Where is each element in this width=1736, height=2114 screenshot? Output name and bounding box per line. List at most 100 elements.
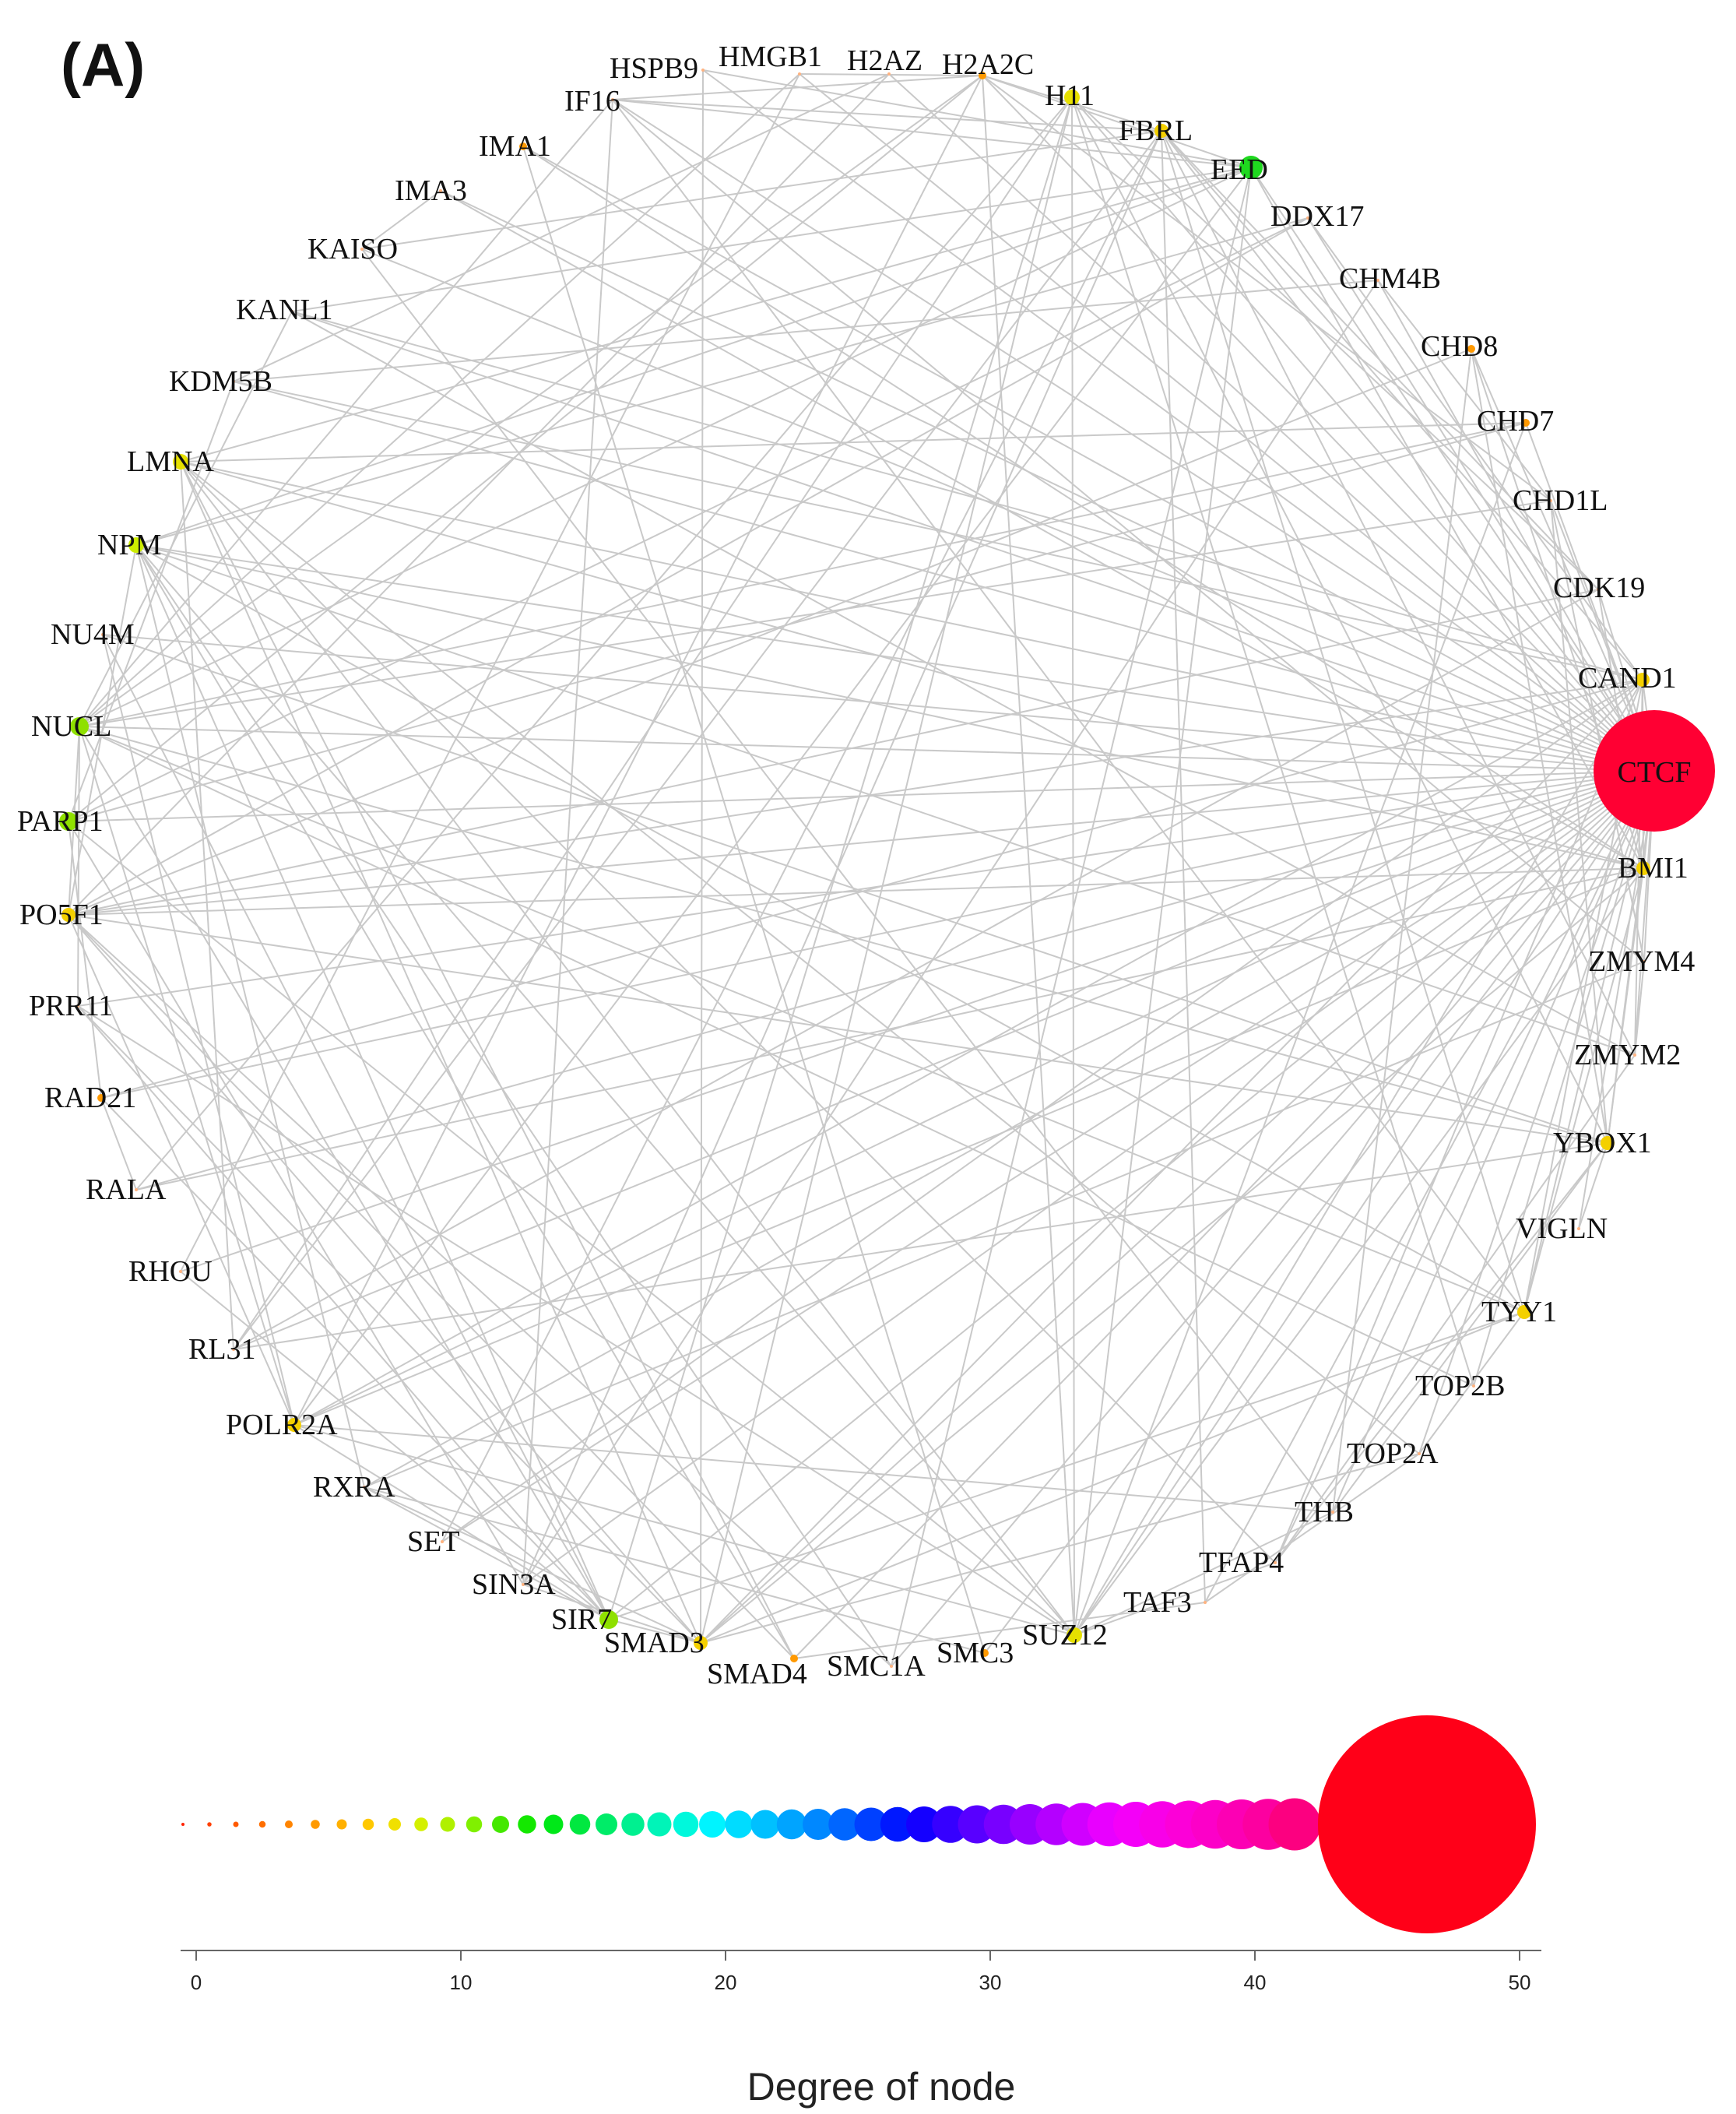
node-fbrl xyxy=(1154,124,1168,138)
edge-eed-lmna xyxy=(180,167,1252,463)
edge-npm-ddx17 xyxy=(135,217,1309,546)
edge-if16-sin3a xyxy=(522,99,613,1585)
node-label-kanl1: KANL1 xyxy=(236,294,333,326)
edge-cand1-smad3 xyxy=(700,679,1643,1644)
node-zmym4 xyxy=(1643,960,1646,963)
node-label-suz12: SUZ12 xyxy=(1022,1619,1108,1651)
legend-dot-5 xyxy=(285,1820,293,1828)
legend-dot-43 xyxy=(1268,1798,1321,1851)
edge-smad3-hspb9 xyxy=(700,69,704,1644)
edge-ybox1-thb xyxy=(1332,1142,1608,1513)
edge-parp1-kdm5b xyxy=(68,381,234,822)
edge-zmym4-rxra xyxy=(364,961,1645,1488)
node-ctcf xyxy=(1594,710,1715,832)
edge-ctcf-h11 xyxy=(1071,97,1655,772)
legend-dot-30 xyxy=(932,1806,969,1843)
edge-prr11-sir7 xyxy=(77,1005,610,1620)
legend-dot-29 xyxy=(906,1806,942,1842)
edge-po5f1-h2az xyxy=(68,73,890,916)
node-label-fbrl: FBRL xyxy=(1119,114,1193,147)
node-label-rad21: RAD21 xyxy=(44,1082,136,1114)
edge-ctcf-vigln xyxy=(1578,770,1655,1229)
edge-chd1l-chm4b xyxy=(1377,280,1552,501)
edge-po5f1-smad4 xyxy=(68,914,795,1659)
legend-dot-19 xyxy=(647,1812,672,1837)
node-prr11 xyxy=(76,1004,79,1008)
legend-dot-16 xyxy=(569,1813,591,1835)
legend-dot-44 xyxy=(1318,1715,1536,1933)
node-chd7 xyxy=(1522,419,1530,427)
node-sin3a xyxy=(522,1583,525,1586)
legend-dot-1 xyxy=(181,1823,184,1826)
edge-eed-npm xyxy=(135,167,1252,546)
node-label-zmym2: ZMYM2 xyxy=(1574,1039,1681,1071)
edge-ctcf-po5f1 xyxy=(68,770,1655,916)
edge-ybox1-chd8 xyxy=(1471,348,1608,1144)
node-top2b xyxy=(1472,1384,1475,1388)
node-label-smad3: SMAD3 xyxy=(604,1627,705,1659)
node-label-zmym4: ZMYM4 xyxy=(1588,945,1695,978)
tick-label-40: 40 xyxy=(1244,1971,1267,1994)
edge-ctcf-hspb9 xyxy=(702,69,1655,772)
node-polr2a xyxy=(287,1418,301,1432)
edge-ctcf-smad4 xyxy=(793,770,1655,1659)
node-eed xyxy=(1239,156,1263,179)
node-label-cdk19: CDK19 xyxy=(1553,572,1645,604)
node-label-chd8: CHD8 xyxy=(1421,330,1498,363)
node-cdk19 xyxy=(1597,588,1600,591)
edge-bmi1-ima1 xyxy=(522,146,1644,869)
edge-cand1-set xyxy=(441,679,1643,1542)
edge-parp1-h2a2c xyxy=(68,75,983,822)
node-chd1l xyxy=(1549,499,1552,502)
edge-nucl-tyy1 xyxy=(79,726,1525,1313)
edge-nucl-chd7 xyxy=(79,422,1527,727)
node-kdm5b xyxy=(232,380,235,383)
legend-dot-26 xyxy=(828,1808,861,1841)
node-label-cand1: CAND1 xyxy=(1578,662,1677,695)
node-label-nucl: NUCL xyxy=(31,710,111,743)
edge-h11-ybox1 xyxy=(1071,97,1608,1144)
edge-nu4m-ybox1 xyxy=(102,634,1608,1144)
edge-eed-smc1a xyxy=(891,167,1252,1667)
edge-ybox1-tfap4 xyxy=(1274,1142,1608,1564)
edge-eed-polr2a xyxy=(293,167,1252,1426)
edge-sir7-rxra xyxy=(364,1486,610,1620)
edge-zmym4-chd1l xyxy=(1550,500,1645,962)
edge-fbrl-cand1 xyxy=(1161,130,1643,681)
node-label-rala: RALA xyxy=(86,1173,167,1206)
axis-title: Degree of node xyxy=(747,2065,1016,2109)
legend-dot-14 xyxy=(518,1815,536,1834)
edge-rl31-lmna xyxy=(180,461,234,1350)
node-taf3 xyxy=(1204,1601,1207,1604)
edge-chm4b-sin3a xyxy=(522,280,1379,1585)
legend-dot-18 xyxy=(621,1813,645,1836)
node-smc3 xyxy=(981,1649,989,1657)
node-rl31 xyxy=(232,1348,235,1351)
edge-cand1-kanl1 xyxy=(291,311,1643,681)
node-label-prr11: PRR11 xyxy=(29,990,113,1022)
edge-smad4-npm xyxy=(135,544,795,1659)
edge-ctcf-thb xyxy=(1332,770,1655,1513)
node-top2a xyxy=(1418,1452,1421,1455)
edge-rxra-smc3 xyxy=(364,1486,986,1654)
edge-polr2a-h2a2c xyxy=(293,75,983,1426)
node-label-smc3: SMC3 xyxy=(937,1637,1014,1669)
node-sir7 xyxy=(599,1610,618,1629)
edge-smc3-ima1 xyxy=(522,146,986,1654)
node-label-thb: THB xyxy=(1295,1496,1354,1528)
node-label-hmgb1: HMGB1 xyxy=(719,40,822,73)
node-label-eed: EED xyxy=(1211,153,1268,186)
edge-smc1a-po5f1 xyxy=(68,914,892,1667)
edge-ctcf-if16 xyxy=(612,99,1655,772)
edge-smc1a-npm xyxy=(135,544,892,1667)
node-cand1 xyxy=(1636,673,1650,687)
edge-ctcf-ima1 xyxy=(522,146,1655,772)
node-label-npm: NPM xyxy=(97,529,161,561)
node-nucl xyxy=(70,717,89,736)
node-label-h2az: H2AZ xyxy=(847,44,922,77)
node-label-parp1: PARP1 xyxy=(17,805,104,838)
edge-zmym2-kanl1 xyxy=(291,311,1636,1056)
edge-ybox1-nucl xyxy=(79,726,1608,1144)
